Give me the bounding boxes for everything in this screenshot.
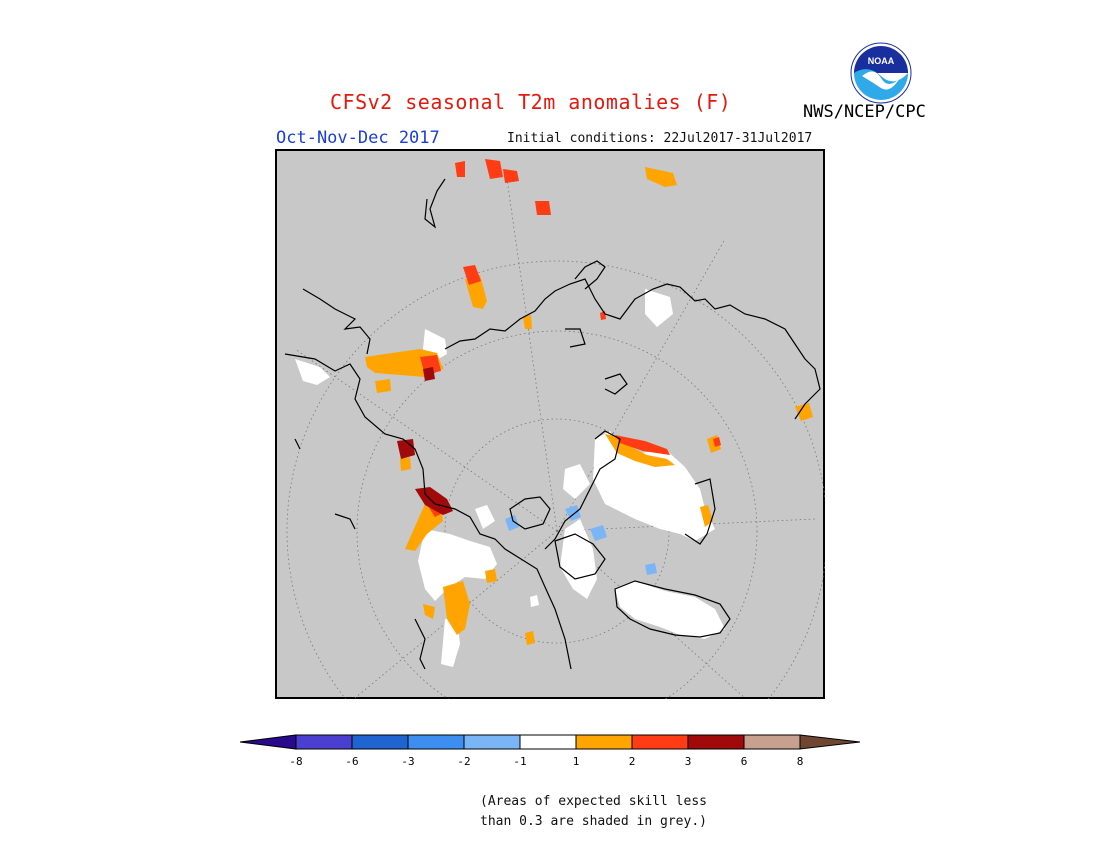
colorbar-tick: -3	[401, 755, 414, 768]
slight-cool-regions	[505, 505, 657, 575]
colorbar-bin-p2-p3	[631, 734, 689, 750]
colorbar-tick: -2	[457, 755, 470, 768]
map-frame	[275, 149, 825, 699]
colorbar: -8 -6 -3 -2 -1 1 2 3 6 8	[240, 734, 860, 768]
coastlines	[284, 178, 821, 670]
colorbar-bin-m3-m2	[407, 734, 465, 750]
skill-note-line-1: (Areas of expected skill less	[480, 794, 707, 809]
agency-label: NWS/NCEP/CPC	[803, 102, 926, 122]
colorbar-bin-p6-p8	[743, 734, 801, 750]
colorbar-tick: 8	[797, 755, 804, 768]
map-title: CFSv2 seasonal T2m anomalies (F)	[330, 90, 732, 114]
colorbar-tick: 2	[629, 755, 636, 768]
colorbar-tick: -1	[513, 755, 526, 768]
polar-anomaly-map	[275, 149, 825, 699]
colorbar-bin-m1-p1	[519, 734, 577, 750]
colorbar-tick: 1	[573, 755, 580, 768]
colorbar-tick: -6	[345, 755, 358, 768]
noaa-logo-text: NOAA	[868, 56, 895, 66]
skill-note-line-2: than 0.3 are shaded in grey.)	[480, 814, 707, 829]
colorbar-tick: 3	[685, 755, 692, 768]
colorbar-tick: 6	[741, 755, 748, 768]
colorbar-tick: -8	[289, 755, 302, 768]
colorbar-bin-m6-m3	[351, 734, 409, 750]
colorbar-bin-p3-p6	[687, 734, 745, 750]
colorbar-bin-p1-p2	[575, 734, 633, 750]
colorbar-low-arrow	[240, 734, 297, 750]
initial-conditions-label: Initial conditions: 22Jul2017-31Jul2017	[507, 131, 813, 146]
colorbar-bin-m2-m1	[463, 734, 521, 750]
season-label: Oct-Nov-Dec 2017	[276, 128, 440, 148]
skill-note: (Areas of expected skill less than 0.3 a…	[480, 792, 707, 832]
noaa-logo: NOAA	[850, 42, 912, 104]
colorbar-high-arrow	[799, 734, 860, 750]
colorbar-bin-m8-m6	[295, 734, 353, 750]
